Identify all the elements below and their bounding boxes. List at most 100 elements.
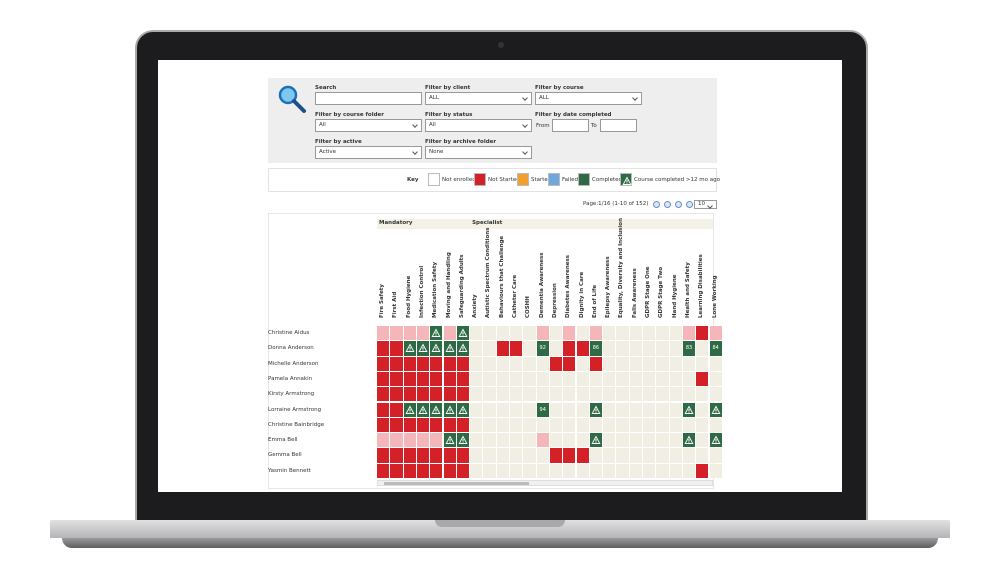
course-cell[interactable] [456, 448, 470, 463]
course-cell[interactable] [430, 417, 443, 433]
course-cell[interactable] [416, 433, 430, 448]
course-cell[interactable] [470, 341, 483, 356]
course-cell[interactable] [430, 402, 443, 417]
course-cell[interactable] [443, 463, 456, 478]
pager-button[interactable] [664, 201, 671, 208]
course-cell[interactable] [523, 433, 536, 448]
course-cell[interactable] [603, 463, 616, 478]
course-cell[interactable] [629, 371, 642, 387]
course-cell[interactable] [416, 417, 430, 433]
course-cell[interactable] [483, 402, 496, 417]
course-cell[interactable] [563, 387, 576, 402]
course-cell[interactable] [549, 417, 563, 433]
course-cell[interactable] [523, 326, 536, 341]
course-cell[interactable] [443, 417, 456, 433]
course-cell[interactable] [669, 356, 682, 371]
course-cell[interactable] [563, 356, 576, 371]
course-cell[interactable] [563, 463, 576, 478]
course-cell[interactable] [656, 341, 669, 356]
course-cell[interactable] [483, 326, 496, 341]
course-cell[interactable] [443, 433, 456, 448]
course-cell[interactable] [430, 341, 443, 356]
course-cell[interactable] [496, 356, 509, 371]
course-cell[interactable] [549, 463, 563, 478]
course-cell[interactable] [696, 402, 709, 417]
course-cell[interactable] [682, 463, 696, 478]
course-cell[interactable] [377, 433, 390, 448]
course-cell[interactable] [696, 433, 709, 448]
course-cell[interactable] [390, 417, 403, 433]
course-cell[interactable] [470, 433, 483, 448]
course-cell[interactable] [603, 387, 616, 402]
course-cell[interactable] [496, 463, 509, 478]
course-cell[interactable] [589, 371, 603, 387]
course-cell[interactable]: 84 [709, 341, 722, 356]
course-cell[interactable] [549, 387, 563, 402]
course-cell[interactable]: 83 [682, 341, 696, 356]
course-cell[interactable] [643, 417, 656, 433]
course-cell[interactable] [616, 402, 629, 417]
course-cell[interactable] [603, 326, 616, 341]
course-cell[interactable] [563, 448, 576, 463]
course-cell[interactable] [403, 326, 416, 341]
filter-input[interactable]: ALL [535, 92, 642, 105]
course-cell[interactable] [523, 463, 536, 478]
course-cell[interactable] [589, 433, 603, 448]
course-cell[interactable] [576, 463, 589, 478]
course-cell[interactable]: 94 [536, 402, 549, 417]
course-cell[interactable] [483, 448, 496, 463]
course-cell[interactable] [443, 326, 456, 341]
course-cell[interactable] [377, 463, 390, 478]
course-cell[interactable] [643, 371, 656, 387]
course-cell[interactable] [696, 356, 709, 371]
course-cell[interactable] [682, 387, 696, 402]
course-cell[interactable] [390, 326, 403, 341]
course-cell[interactable] [549, 356, 563, 371]
date-input[interactable] [552, 119, 589, 132]
course-cell[interactable] [430, 448, 443, 463]
course-cell[interactable] [416, 341, 430, 356]
course-cell[interactable] [629, 448, 642, 463]
course-cell[interactable] [616, 341, 629, 356]
course-cell[interactable] [656, 387, 669, 402]
course-cell[interactable] [643, 387, 656, 402]
course-cell[interactable] [416, 356, 430, 371]
course-cell[interactable] [616, 433, 629, 448]
course-cell[interactable] [616, 448, 629, 463]
course-cell[interactable] [589, 463, 603, 478]
course-cell[interactable] [390, 402, 403, 417]
course-cell[interactable] [643, 448, 656, 463]
course-cell[interactable] [603, 448, 616, 463]
course-cell[interactable] [390, 433, 403, 448]
course-cell[interactable] [576, 433, 589, 448]
filter-input[interactable]: ALL [425, 92, 532, 105]
course-cell[interactable] [510, 448, 523, 463]
course-cell[interactable] [403, 356, 416, 371]
course-cell[interactable] [430, 463, 443, 478]
course-cell[interactable] [682, 326, 696, 341]
course-cell[interactable] [483, 387, 496, 402]
filter-input[interactable]: All [315, 119, 422, 132]
course-cell[interactable] [496, 433, 509, 448]
course-cell[interactable] [603, 433, 616, 448]
course-cell[interactable]: 86 [589, 341, 603, 356]
course-cell[interactable] [589, 387, 603, 402]
course-cell[interactable] [616, 463, 629, 478]
course-cell[interactable] [390, 341, 403, 356]
course-cell[interactable] [456, 326, 470, 341]
course-cell[interactable] [523, 341, 536, 356]
course-cell[interactable] [536, 433, 549, 448]
course-cell[interactable] [629, 356, 642, 371]
course-cell[interactable] [430, 356, 443, 371]
course-cell[interactable] [416, 387, 430, 402]
course-cell[interactable] [377, 341, 390, 356]
course-cell[interactable] [536, 448, 549, 463]
course-cell[interactable] [403, 417, 416, 433]
course-cell[interactable] [656, 326, 669, 341]
course-cell[interactable] [696, 341, 709, 356]
course-cell[interactable] [536, 417, 549, 433]
pager-button[interactable] [675, 201, 682, 208]
course-cell[interactable] [456, 433, 470, 448]
course-cell[interactable] [603, 371, 616, 387]
course-cell[interactable] [669, 433, 682, 448]
